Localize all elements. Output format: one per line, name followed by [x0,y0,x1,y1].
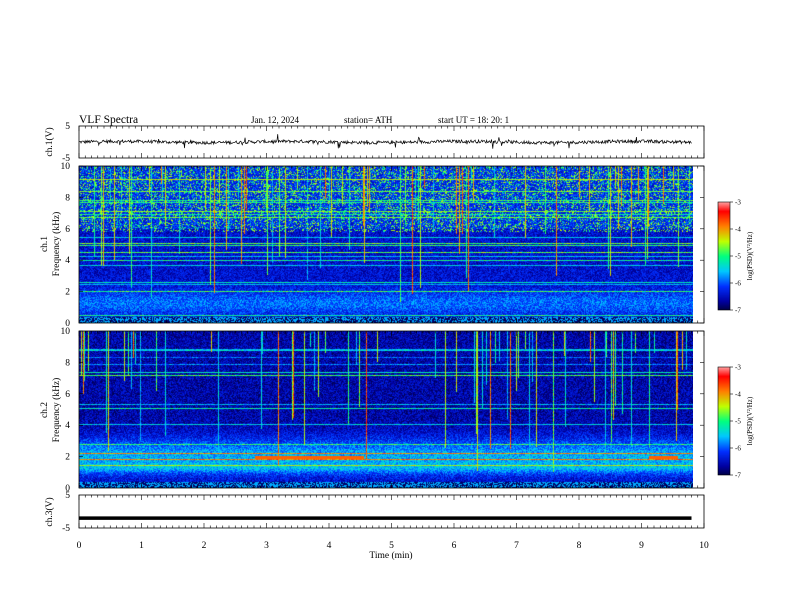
x-tick-label: 9 [639,541,644,551]
date-label: Jan. 12, 2024 [251,115,299,125]
frequency-tick-label: 6 [65,390,70,400]
frequency-tick-label: 8 [65,358,70,368]
station-label: station= ATH [344,115,393,125]
ch1-ytick-top: 5 [65,122,70,132]
ch1-channel-label: ch.1 [40,236,50,252]
ch2-channel-label: ch.2 [40,402,50,418]
ch1-colorbar-ticks: -3 -4 -5 -6 -7 [730,199,741,315]
colorbar-tick-label: -3 [735,364,741,372]
ch2-spectrogram [79,331,693,488]
time-tick-marks [78,126,705,528]
start-time-label: start UT = 18: 20: 1 [438,115,509,125]
colorbar-tick-label: -3 [735,199,741,207]
ch3-ytick-bottom: -5 [62,524,70,534]
x-tick-label: 2 [202,541,207,551]
ch1-frequency-label: Frequency (kHz) [51,212,62,277]
ch1-ylabel: ch.1(V) [44,127,55,156]
ch1-colorbar-gradient [718,202,730,310]
x-tick-label: 8 [577,541,582,551]
frequency-tick-label: 2 [65,453,70,463]
ch2-colorbar-label: log(PSD)(V²/Hz) [746,396,754,445]
frequency-tick-label: 8 [65,193,70,203]
colorbar-tick-label: -7 [735,472,741,480]
ch2-colorbar-ticks: -3 -4 -5 -6 -7 [730,364,741,480]
x-tick-label: 6 [452,541,457,551]
colorbar-tick-label: -6 [735,280,741,288]
ch1-colorbar-label: log(PSD)(V²/Hz) [746,231,754,280]
frequency-tick-label: 2 [65,288,70,298]
x-tick-label: 5 [389,541,394,551]
ch3-ytick-top: 5 [65,491,70,501]
ch2-frequency-label: Frequency (kHz) [51,378,62,443]
ch1-voltage-trace [78,134,692,149]
ch3-ylabel: ch.3(V) [44,497,55,526]
x-axis-label: Time (min) [369,550,412,561]
colorbar-tick-label: -5 [735,253,741,261]
ch1-yticks: 10 8 6 4 2 0 [61,162,704,329]
colorbar-tick-label: -7 [735,307,741,315]
x-tick-label: 3 [264,541,269,551]
ch3-voltage-panel: 5 -5 ch.3(V) [44,491,705,534]
ch1-spectrogram [79,166,693,323]
ch2-yticks: 10 8 6 4 2 0 [61,327,704,494]
figure-title: VLF Spectra [79,114,138,126]
ch1-colorbar: -3 -4 -5 -6 -7 log(PSD)(V²/Hz) [717,199,754,315]
x-tick-label: 1 [139,541,144,551]
ch2-colorbar: -3 -4 -5 -6 -7 log(PSD)(V²/Hz) [717,364,754,480]
x-tick-label: 10 [699,541,709,551]
ch1-ytick-bottom: -5 [62,154,70,164]
colorbar-tick-label: -4 [735,391,741,399]
x-tick-labels: 0 1 2 3 4 5 6 7 8 9 10 [77,541,709,551]
colorbar-tick-label: -5 [735,418,741,426]
x-tick-label: 0 [77,541,82,551]
frequency-tick-label: 4 [65,256,70,266]
frequency-tick-label: 10 [61,327,71,337]
frequency-tick-label: 6 [65,225,70,235]
frequency-tick-label: 4 [65,421,70,431]
x-tick-label: 7 [514,541,519,551]
ch2-colorbar-gradient [718,367,730,475]
x-tick-label: 4 [327,541,332,551]
colorbar-tick-label: -4 [735,226,741,234]
frequency-tick-label: 0 [65,484,70,494]
ch2-spectrogram-panel: 10 8 6 4 2 0 ch.2 Frequency (kHz) [40,327,705,494]
frequency-tick-label: 0 [65,319,70,329]
ch1-voltage-panel: 5 -5 ch.1(V) [44,122,705,164]
ch1-spectrogram-panel: 10 8 6 4 2 0 ch.1 Frequency (kHz) [40,162,705,329]
colorbar-tick-label: -6 [735,445,741,453]
frequency-tick-label: 10 [61,162,71,172]
